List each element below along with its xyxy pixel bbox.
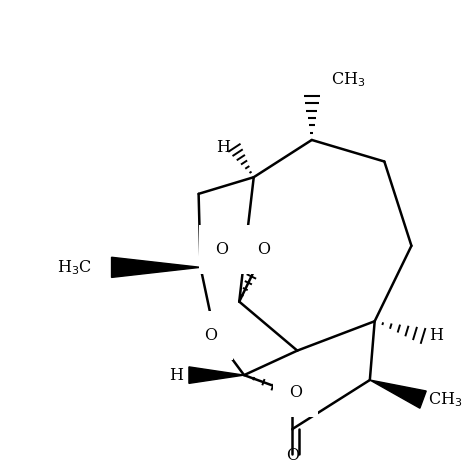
Polygon shape (111, 257, 201, 278)
Text: CH$_3$: CH$_3$ (428, 390, 462, 409)
Text: O: O (215, 241, 228, 258)
Text: CH$_3$: CH$_3$ (331, 70, 365, 88)
Text: H$_3$C: H$_3$C (57, 258, 92, 277)
Polygon shape (370, 380, 426, 408)
Text: H: H (169, 366, 183, 384)
Text: O: O (257, 241, 270, 258)
Text: O: O (286, 447, 299, 464)
Text: O: O (289, 384, 302, 401)
Text: O: O (204, 328, 217, 344)
Text: H: H (216, 139, 230, 156)
Text: H: H (428, 328, 443, 344)
Polygon shape (189, 367, 244, 383)
